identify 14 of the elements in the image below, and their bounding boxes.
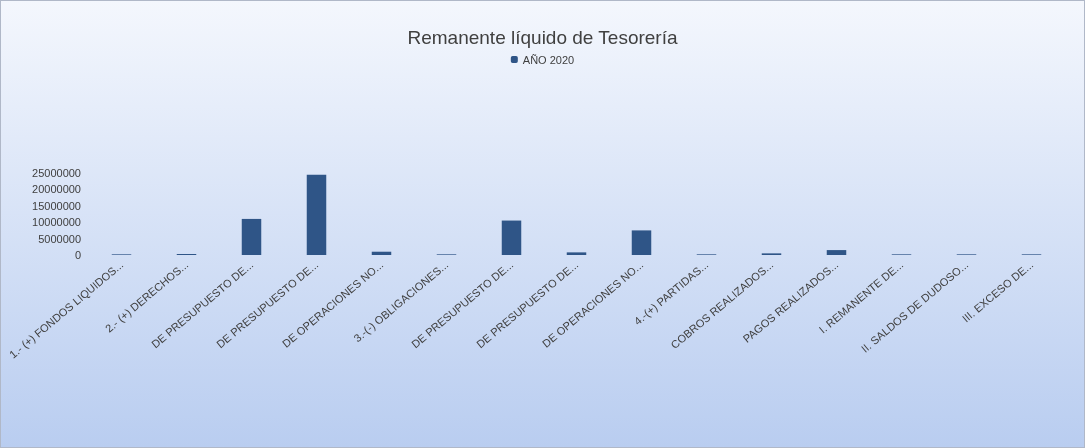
- bar: [631, 230, 652, 255]
- chart-title: Remanente líquido de Tesorería: [407, 27, 678, 48]
- legend-label: AÑO 2020: [522, 53, 575, 66]
- y-tick-label: 10000000: [32, 216, 81, 229]
- y-tick-label: 15000000: [32, 199, 81, 212]
- bar: [306, 174, 327, 255]
- bar: [501, 220, 522, 255]
- y-tick-label: 5000000: [38, 232, 81, 245]
- y-tick-label: 25000000: [32, 167, 81, 179]
- bar: [826, 250, 847, 255]
- y-tick-label: 20000000: [32, 183, 81, 196]
- y-tick-label: 0: [74, 249, 81, 261]
- bar: [566, 252, 587, 255]
- bar: [241, 218, 262, 255]
